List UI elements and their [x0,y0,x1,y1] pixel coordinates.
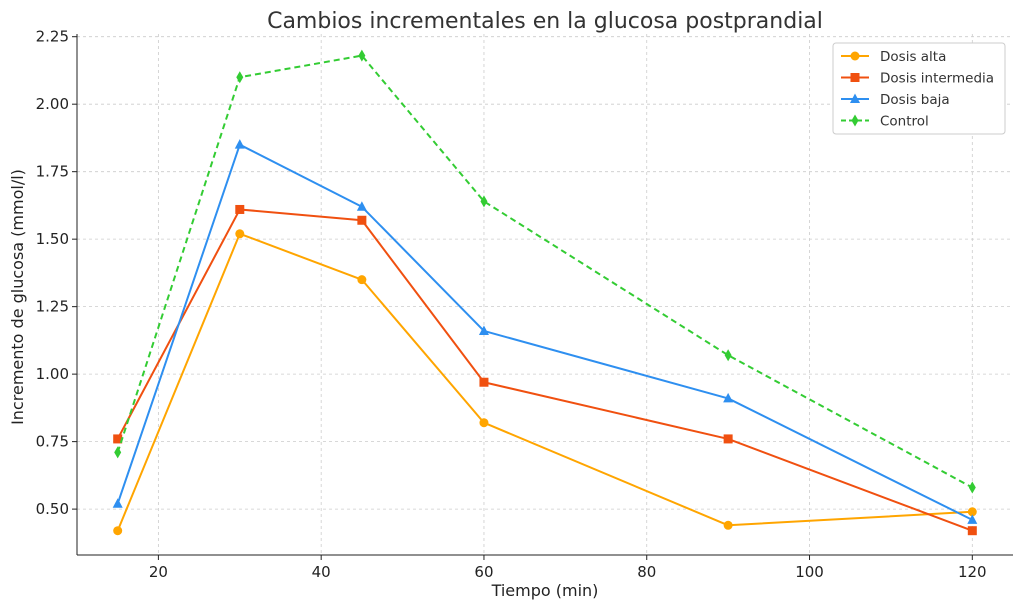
x-tick-label: 80 [637,563,656,581]
y-tick-label: 2.25 [36,28,69,46]
x-axis-label: Tiempo (min) [491,581,599,600]
series-layer [112,49,978,536]
data-point [479,377,489,387]
data-point [236,71,244,84]
legend-entry: Dosis baja [880,92,950,108]
data-point [968,481,976,494]
data-point [480,195,488,208]
legend-marker [850,73,860,82]
data-point [114,446,122,459]
y-tick-label: 1.25 [36,298,69,316]
x-tick-label: 40 [312,563,331,581]
data-point [967,526,977,536]
y-tick-label: 1.00 [36,365,69,383]
x-tick-label: 120 [958,563,987,581]
legend-entry: Control [880,114,929,130]
data-point [478,325,489,335]
data-point [113,434,123,444]
series-line [116,232,973,532]
data-point [113,526,123,536]
data-point [357,215,367,225]
series-3 [112,139,978,524]
series-line [116,143,973,521]
y-tick-label: 2.00 [36,95,69,113]
data-point [967,514,978,524]
legend: Dosis alta Dosis intermedia Dosis baja Cont… [832,42,1006,135]
data-point [112,498,123,508]
y-tick-label: 1.75 [36,163,69,181]
data-point [723,434,733,444]
data-point [356,201,367,211]
data-point [358,49,366,62]
legend-marker [850,51,860,61]
legend-box [832,42,1006,135]
data-point [357,275,367,285]
y-tick-label: 0.50 [36,500,69,518]
legend-entry: Dosis alta [880,49,946,65]
data-point [235,204,245,214]
data-point [724,349,732,362]
legend-marker [850,93,860,103]
series-line [116,208,973,532]
axes: 20 40 60 80 100 120 0.50 0.75 1.00 1.25 1.50 1.75 2.… [36,28,1013,581]
series-1 [113,229,977,536]
data-point [235,229,245,239]
series-line [116,54,973,489]
x-tick-label: 100 [795,563,824,581]
data-point [479,418,489,428]
chart-title: Cambios incrementales en la glucosa post… [267,9,823,34]
data-point [723,520,733,530]
x-tick-label: 60 [474,563,493,581]
data-point [723,392,734,403]
data-point [234,139,245,149]
legend-marker [851,114,859,127]
series-4 [114,49,976,494]
legend-entry: Dosis intermedia [880,71,994,87]
data-point [967,507,977,517]
y-tick-label: 1.50 [36,230,69,248]
y-tick-label: 0.75 [36,433,69,451]
x-tick-label: 20 [149,563,168,581]
series-2 [113,204,977,536]
y-axis-label: Incremento de glucosa (mmol/l) [8,169,27,425]
